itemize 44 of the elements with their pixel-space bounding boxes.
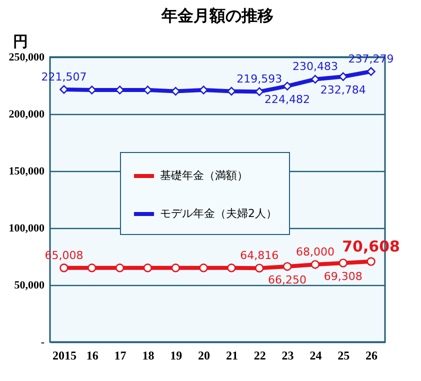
- x-tick-label: 16: [86, 348, 98, 362]
- data-label: 219,593: [236, 72, 282, 86]
- y-tick-label: 150,000: [8, 166, 45, 178]
- point: [366, 257, 376, 266]
- data-label: 224,482: [264, 93, 310, 106]
- x-tick-label: 21: [226, 348, 238, 362]
- y-tick-label: 250,000: [8, 52, 45, 64]
- point: [171, 264, 180, 272]
- x-tick-label: 24: [310, 348, 322, 362]
- y-axis-title: 円: [13, 32, 28, 50]
- x-tick-label: 25: [338, 348, 350, 362]
- x-tick-label: 18: [142, 348, 154, 362]
- y-tick-label: 200,000: [8, 108, 45, 120]
- point: [115, 264, 124, 272]
- y-tick-label: 50,000: [14, 280, 45, 292]
- x-tick-label: 22: [254, 348, 266, 362]
- data-label: 68,000: [296, 245, 334, 258]
- x-tick-label: 20: [198, 348, 210, 362]
- x-tick-label: 19: [170, 348, 182, 362]
- legend-label: 基礎年金（満額）: [160, 169, 248, 182]
- point: [310, 260, 320, 269]
- point: [366, 67, 376, 76]
- point: [143, 264, 152, 272]
- data-label: 66,250: [268, 273, 307, 286]
- point: [227, 264, 236, 272]
- x-tick-label: 26: [366, 348, 378, 362]
- data-label: 69,308: [324, 270, 362, 283]
- x-tick-label: 2015: [52, 348, 76, 362]
- point: [282, 262, 292, 271]
- x-tick-label: 23: [282, 348, 294, 362]
- data-label: 230,483: [292, 60, 338, 74]
- y-tick-label: 100,000: [8, 222, 45, 234]
- point: [88, 264, 96, 272]
- point: [199, 264, 208, 272]
- y-tick-label: -: [40, 336, 45, 348]
- point: [60, 264, 68, 272]
- data-label: 64,816: [240, 249, 279, 262]
- x-tick-label: 17: [114, 348, 126, 362]
- point: [282, 82, 292, 90]
- legend-label: モデル年金（夫婦2人）: [160, 207, 277, 220]
- point: [338, 258, 348, 268]
- chart-title: 年金月額の推移: [160, 6, 274, 25]
- point: [255, 264, 264, 272]
- data-label: 232,784: [320, 84, 366, 97]
